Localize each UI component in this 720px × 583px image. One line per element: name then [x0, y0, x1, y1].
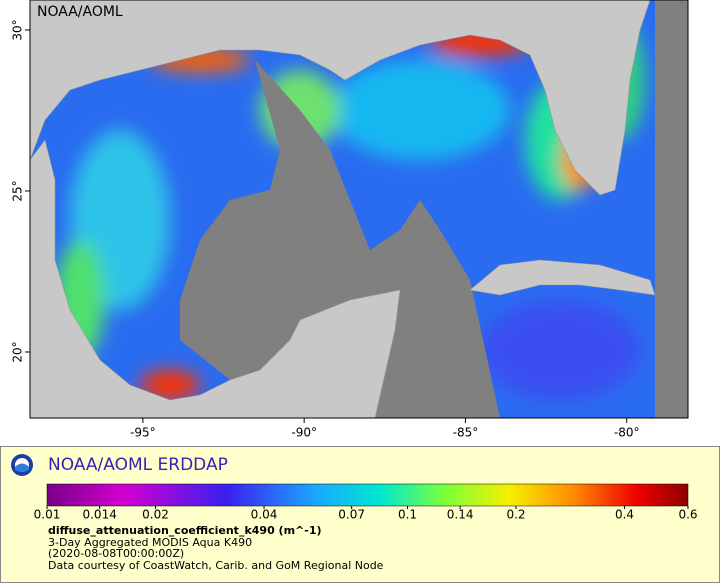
- land-mexico: [30, 139, 401, 418]
- colorbar-tick-label: 0.1: [398, 508, 417, 522]
- colorbar: [46, 483, 689, 507]
- colorbar-tick-label: 0.04: [251, 508, 278, 522]
- legend-line: 3-Day Aggregated MODIS Aqua K490: [48, 536, 252, 549]
- map-credit: NOAA/AOML: [37, 4, 123, 20]
- colorbar-tick-label: 0.4: [615, 508, 634, 522]
- map-area: NOAA/AOML: [30, 0, 688, 418]
- legend-panel: [0, 446, 720, 583]
- no-data-area: [655, 0, 688, 418]
- legend-line: Data courtesy of CoastWatch, Carib. and …: [48, 559, 384, 572]
- axis-ticks: -95° -90° -85° -80° 20° 25° 30°: [11, 19, 640, 439]
- colorbar-tick-label: 0.07: [338, 508, 365, 522]
- y-tick-label: 25°: [11, 180, 25, 201]
- map-frame: [29, 0, 689, 419]
- x-tick-label: -85°: [453, 426, 479, 440]
- legend-title: NOAA/AOML ERDDAP: [48, 455, 228, 475]
- colorbar-tick-label: 0.2: [506, 508, 525, 522]
- colorbar-tick-label: 0.014: [82, 508, 116, 522]
- variable-name: diffuse_attenuation_coefficient_k490 (m^…: [48, 524, 322, 537]
- colorbar-tick-label: 0.14: [447, 508, 474, 522]
- y-tick-label: 20°: [11, 341, 25, 362]
- x-tick-label: -95°: [130, 426, 156, 440]
- y-tick-label: 30°: [11, 19, 25, 40]
- legend-line: (2020-08-08T00:00:00Z): [48, 547, 184, 560]
- colorbar-ticks: 0.01 0.014 0.02 0.04 0.07 0.1 0.14 0.2 0.4 0.6: [34, 506, 698, 522]
- colorbar-tick-label: 0.6: [678, 508, 697, 522]
- noaa-logo-wave: [15, 463, 29, 472]
- land-cuba: [469, 259, 656, 296]
- land-us: [30, 0, 651, 196]
- x-tick-label: -80°: [614, 426, 640, 440]
- colorbar-tick-label: 0.01: [34, 508, 61, 522]
- x-tick-label: -90°: [291, 426, 317, 440]
- colorbar-tick-label: 0.02: [142, 508, 169, 522]
- no-data-area: [180, 60, 500, 418]
